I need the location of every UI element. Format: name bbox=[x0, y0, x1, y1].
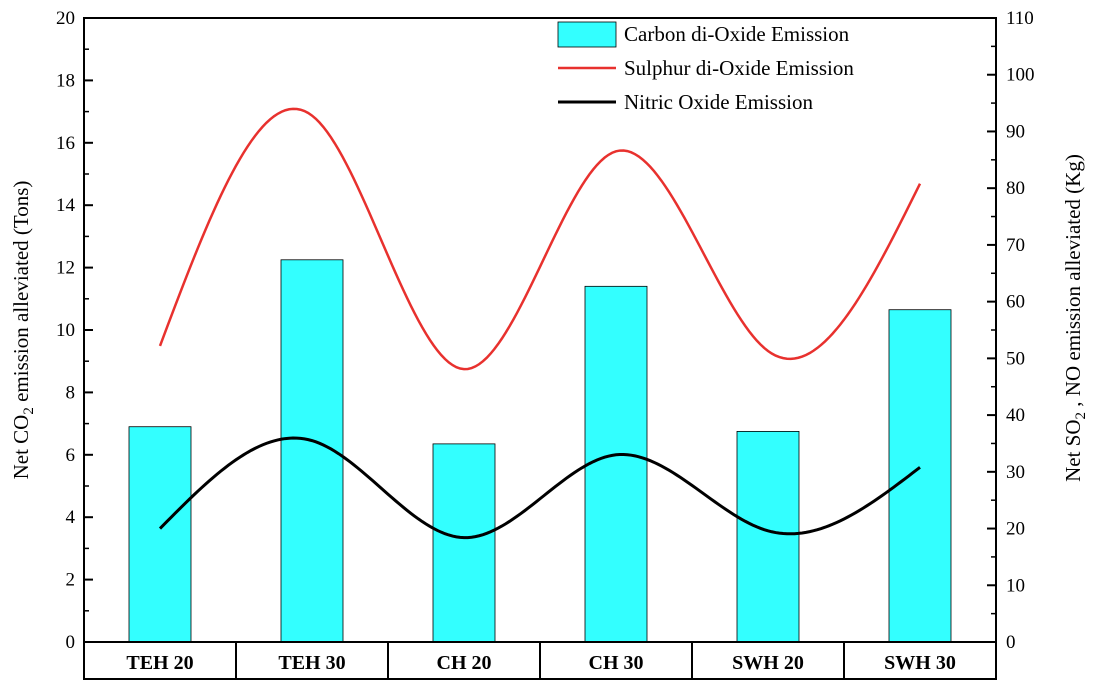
nitric-line bbox=[158, 436, 921, 540]
right-tick-label: 50 bbox=[1006, 348, 1025, 369]
plot-frame bbox=[83, 17, 997, 643]
bars-layer bbox=[128, 259, 952, 643]
left-tick-label: 18 bbox=[56, 70, 75, 91]
left-tick-label: 2 bbox=[66, 570, 76, 591]
sulphur-line bbox=[158, 107, 922, 371]
legend-label: Nitric Oxide Emission bbox=[624, 90, 813, 114]
left-tick-label: 14 bbox=[56, 195, 76, 216]
legend-label: Sulphur di-Oxide Emission bbox=[624, 56, 854, 80]
labels-layer: 0 2 4 6 8 10 12 14 16 18 20 0 10 20 30 40 50 60 70 80 90 100 1… bbox=[9, 8, 1089, 674]
lines-layer bbox=[158, 107, 922, 540]
category-label: CH 30 bbox=[589, 652, 644, 674]
right-axis-title: Net SO2 , NO emission alleviated (Kg) bbox=[1061, 154, 1089, 482]
left-tick-label: 0 bbox=[66, 632, 76, 653]
left-tick-label: 12 bbox=[56, 258, 75, 279]
co2-bar bbox=[432, 443, 496, 643]
co2-bar bbox=[584, 285, 648, 643]
right-tick-label: 0 bbox=[1006, 632, 1016, 653]
legend: Carbon di-Oxide Emission Sulphur di-Oxide… bbox=[557, 21, 854, 114]
right-tick-label: 10 bbox=[1006, 575, 1025, 596]
left-tick-label: 20 bbox=[56, 8, 75, 29]
right-tick-label: 60 bbox=[1006, 292, 1025, 313]
category-label: TEH 30 bbox=[278, 652, 345, 674]
right-tick-label: 20 bbox=[1006, 519, 1025, 540]
category-label: TEH 20 bbox=[126, 652, 193, 674]
right-tick-label: 30 bbox=[1006, 462, 1025, 483]
right-tick-label: 40 bbox=[1006, 405, 1025, 426]
left-tick-label: 16 bbox=[56, 133, 75, 154]
category-label: CH 20 bbox=[437, 652, 492, 674]
co2-bar bbox=[888, 309, 952, 643]
right-tick-label: 110 bbox=[1006, 8, 1034, 29]
right-tick-label: 100 bbox=[1006, 65, 1035, 86]
left-axis-title: Net CO2 emission alleviated (Tons) bbox=[9, 181, 37, 480]
left-tick-label: 8 bbox=[66, 382, 76, 403]
legend-swatch-co2 bbox=[557, 21, 617, 48]
category-label: SWH 20 bbox=[732, 652, 804, 674]
legend-label: Carbon di-Oxide Emission bbox=[624, 22, 850, 46]
left-tick-label: 4 bbox=[66, 507, 76, 528]
right-tick-label: 70 bbox=[1006, 235, 1025, 256]
left-tick-label: 6 bbox=[66, 445, 76, 466]
co2-bar bbox=[736, 430, 800, 643]
category-label: SWH 30 bbox=[884, 652, 956, 674]
left-tick-label: 10 bbox=[56, 320, 75, 341]
right-tick-label: 80 bbox=[1006, 178, 1025, 199]
right-tick-label: 90 bbox=[1006, 121, 1025, 142]
co2-bar bbox=[128, 426, 192, 643]
axes-layer bbox=[83, 17, 997, 680]
